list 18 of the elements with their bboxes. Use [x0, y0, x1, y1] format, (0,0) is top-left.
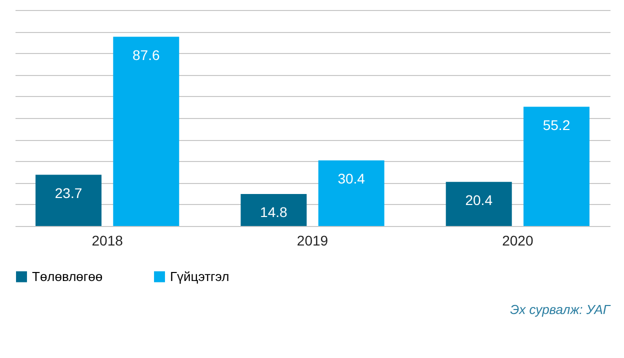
data-label: 14.8 — [260, 204, 288, 220]
legend-label: Гүйцэтгэл — [170, 268, 230, 284]
data-label: 55.2 — [542, 116, 570, 133]
data-label: 30.4 — [338, 170, 366, 186]
x-tick-label: 2018 — [92, 232, 124, 248]
data-label: 23.7 — [54, 184, 82, 201]
bar — [446, 182, 512, 226]
bar — [523, 106, 590, 226]
data-label: 87.6 — [132, 46, 160, 63]
legend-label: Төлөвлөгөө — [32, 268, 103, 284]
x-tick-label: 2019 — [296, 232, 328, 248]
data-label: 20.4 — [465, 192, 493, 208]
text: Эх сурвалж: УАГ — [510, 302, 611, 317]
bar — [318, 160, 384, 226]
bar — [240, 194, 307, 226]
x-tick-label: 2020 — [502, 232, 534, 248]
bar — [113, 36, 180, 226]
bar — [36, 174, 102, 226]
